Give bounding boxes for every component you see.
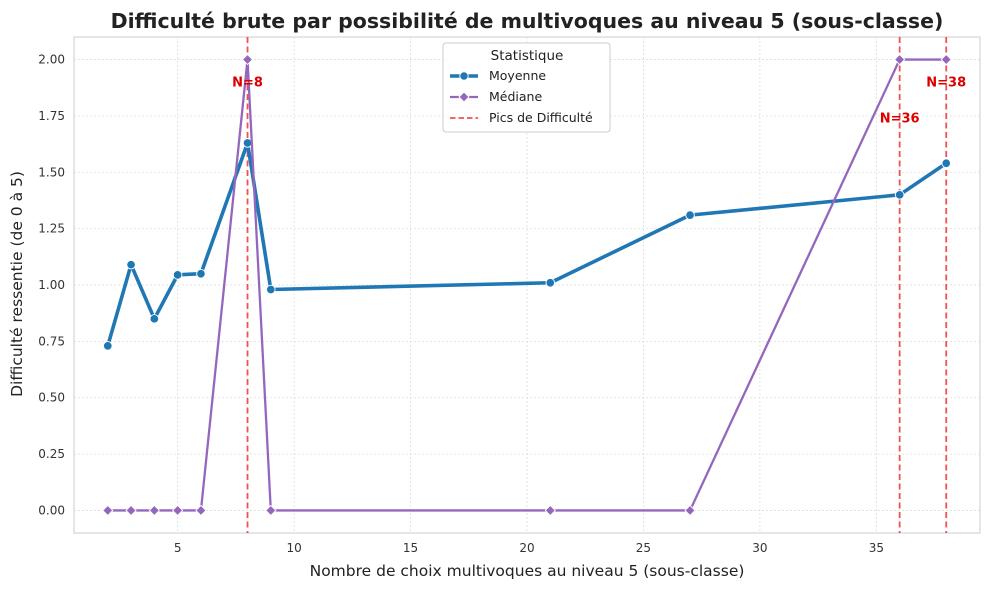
data-point <box>545 277 556 288</box>
x-tick-label: 25 <box>636 541 651 555</box>
legend-title: Statistique <box>491 48 564 64</box>
data-point <box>940 53 952 66</box>
y-tick-label: 1.00 <box>38 278 65 292</box>
peak-label: N=8 <box>232 76 263 91</box>
x-tick-label: 35 <box>869 541 884 555</box>
legend-entry-moyenne: Moyenne <box>489 68 546 83</box>
x-tick-label: 5 <box>174 541 182 555</box>
legend: Statistique Moyenne Médiane Pics de Diff… <box>442 42 611 133</box>
y-tick-label: 0.75 <box>38 334 65 348</box>
peak-labels: N=8 N=36 N=38 <box>232 76 966 127</box>
legend-marker-mediane <box>458 91 470 103</box>
data-point <box>544 504 556 517</box>
x-tick-label: 30 <box>752 541 767 555</box>
y-tick-label: 0.00 <box>38 503 65 517</box>
data-point <box>125 504 137 517</box>
data-point <box>685 210 695 220</box>
data-point <box>126 259 136 270</box>
x-tick-label: 15 <box>403 541 418 555</box>
y-tick-label: 0.25 <box>38 447 65 461</box>
peak-label: N=38 <box>926 76 966 91</box>
legend-box <box>442 42 611 133</box>
data-point <box>265 504 277 517</box>
data-point <box>172 504 184 517</box>
legend-marker-moyenne <box>459 71 469 81</box>
data-point <box>149 314 160 324</box>
y-tick-label: 1.75 <box>38 109 65 123</box>
y-axis-label: Difficulté ressentie (de 0 à 5) <box>8 171 26 397</box>
x-tick-label: 10 <box>286 541 301 555</box>
data-point <box>894 190 905 200</box>
data-point <box>241 53 254 66</box>
data-point <box>102 504 114 517</box>
data-point <box>172 270 183 280</box>
y-tick-label: 2.00 <box>38 53 65 67</box>
legend-entry-mediane: Médiane <box>489 89 542 104</box>
y-tick-label: 0.50 <box>38 391 65 405</box>
x-axis-label: Nombre de choix multivoques au niveau 5 … <box>310 562 745 580</box>
y-tick-label: 1.25 <box>38 222 65 236</box>
data-point <box>148 504 160 517</box>
data-point <box>195 504 207 517</box>
peak-label: N=36 <box>880 112 920 127</box>
data-point <box>684 504 696 517</box>
y-tick-label: 1.50 <box>38 165 65 179</box>
data-point <box>941 158 951 169</box>
data-point <box>103 341 113 351</box>
difficulty-peaks <box>246 37 948 533</box>
data-point <box>196 268 206 279</box>
data-point <box>894 53 906 66</box>
chart-title: Difficulté brute par possibilité de mult… <box>111 9 944 33</box>
data-point <box>266 284 276 295</box>
x-tick-label: 20 <box>519 541 534 555</box>
axis-ticks: 5 10 15 20 25 30 35 0.00 0.25 0.50 0.75 1.00 1.25 1.5… <box>38 53 884 555</box>
series-lines <box>102 53 952 517</box>
legend-entry-pics: Pics de Difficulté <box>489 110 593 125</box>
